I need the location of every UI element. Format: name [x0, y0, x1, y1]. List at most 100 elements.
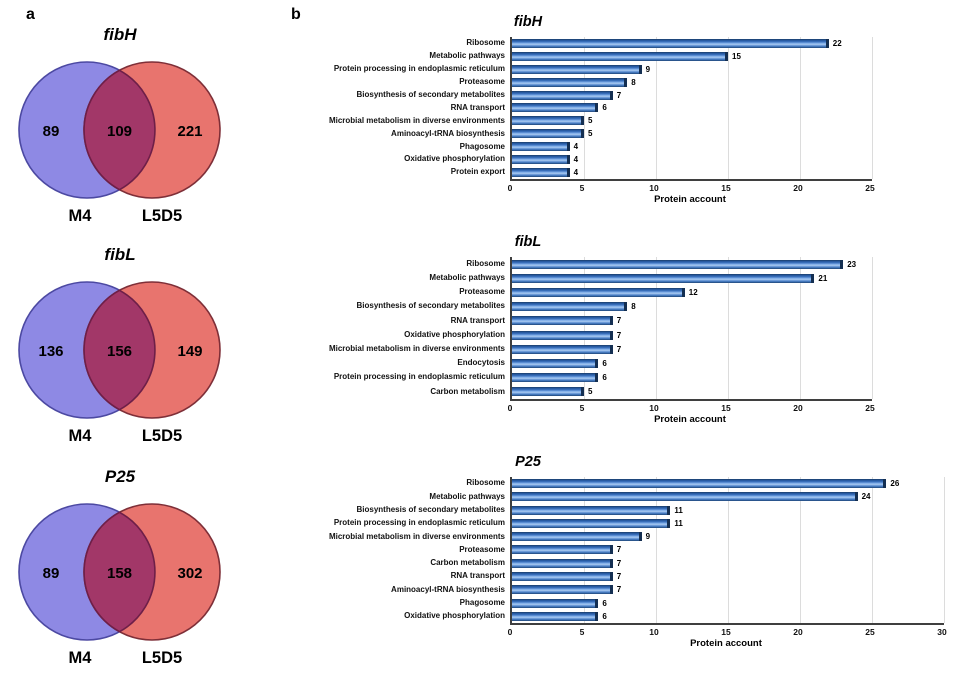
bar-row: 4 [512, 155, 872, 165]
bar [512, 142, 570, 152]
chart-body: Ribosome Metabolic pathways Proteasome Bios… [295, 257, 960, 401]
bar [512, 558, 613, 568]
gridline [655, 477, 657, 623]
value-label: 5 [588, 116, 593, 126]
venn-right-set-label: L5D5 [142, 427, 182, 445]
venn-diagram-fibl: fibL 136 156 149 M4 L5D5 [4, 228, 294, 448]
gridline [944, 477, 945, 623]
x-tick-label: 25 [865, 627, 875, 637]
value-label: 6 [602, 611, 607, 621]
bar [512, 302, 628, 312]
bar-row: 7 [512, 330, 872, 340]
category-label: Ribosome [466, 38, 505, 48]
x-axis-ticks: 0 5 10 15 20 25 [508, 181, 875, 193]
venn-overlap-lens [83, 69, 156, 191]
x-tick-label: 15 [721, 627, 731, 637]
bar [512, 358, 599, 368]
category-label: Oxidative phosphorylation [404, 329, 505, 339]
category-axis: Ribosome Metabolic pathways Biosynthesis o… [295, 477, 510, 623]
x-axis-label: Protein account [654, 414, 726, 425]
bar-row: 7 [512, 90, 872, 100]
bar-row: 12 [512, 287, 872, 297]
bar-chart-panel: fibH Ribosome Metabolic pathways Protein p… [295, 14, 960, 678]
x-tick-label: 5 [579, 403, 585, 413]
category-label: RNA transport [450, 102, 505, 112]
category-label: Oxidative phosphorylation [404, 611, 505, 621]
venn-overlap-count: 156 [107, 343, 132, 360]
bar [512, 505, 671, 515]
bar [512, 316, 613, 326]
bar [512, 287, 685, 297]
bar [512, 532, 642, 542]
bar-row: 11 [512, 518, 944, 528]
bar-chart-fibh: fibH Ribosome Metabolic pathways Protein p… [295, 14, 960, 205]
x-tick-label: 10 [649, 627, 659, 637]
bar-row: 23 [512, 259, 872, 269]
value-label: 21 [818, 273, 828, 283]
bar-row: 26 [512, 479, 944, 489]
bar [512, 116, 584, 126]
bar-row: 9 [512, 532, 944, 542]
venn-title: fibL [104, 245, 135, 264]
bar [512, 344, 613, 354]
chart-body: Ribosome Metabolic pathways Biosynthesis o… [295, 477, 960, 625]
value-label: 5 [588, 129, 593, 139]
bar-row: 6 [512, 358, 872, 368]
venn-svg: fibH 89 109 221 M4 L5D5 [18, 25, 221, 225]
bar [512, 77, 628, 87]
chart-title: fibL [514, 234, 542, 250]
category-label: RNA transport [450, 571, 505, 581]
panel-label-b: b [291, 6, 301, 23]
gridline [800, 257, 801, 399]
category-axis: Ribosome Metabolic pathways Protein proces… [295, 37, 510, 179]
gridline [800, 37, 801, 179]
venn-left-count: 89 [43, 123, 60, 140]
value-label: 7 [616, 558, 622, 568]
plot-area: 23 21 12 8 7 7 7 6 6 5 [510, 257, 873, 401]
bar [512, 598, 599, 608]
plot-area: 26 24 11 11 9 7 7 7 7 6 6 [510, 477, 945, 625]
bar [512, 38, 829, 48]
x-tick-label: 30 [937, 627, 947, 637]
bar-row: 6 [512, 611, 944, 621]
venn-left-set-label: M4 [69, 207, 93, 225]
value-label: 12 [688, 287, 698, 297]
bar [512, 129, 584, 139]
venn-right-set-label: L5D5 [142, 207, 182, 225]
venn-title: P25 [105, 467, 136, 486]
value-label: 26 [890, 479, 900, 489]
x-tick-label: 5 [579, 183, 585, 193]
gridline [728, 257, 729, 399]
category-label: Endocytosis [457, 358, 505, 368]
category-label: Metabolic pathways [429, 273, 505, 283]
bar [512, 155, 570, 165]
venn-right-count: 302 [177, 565, 202, 582]
category-label: Phagosome [459, 597, 505, 607]
value-label: 11 [674, 518, 683, 528]
gridline [584, 257, 585, 399]
bar-row: 4 [512, 142, 872, 152]
x-tick-label: 25 [865, 183, 875, 193]
bar [512, 571, 613, 581]
venn-overlap-lens [83, 289, 156, 411]
category-label: RNA transport [450, 315, 505, 325]
venn-overlap-lens [83, 511, 156, 633]
venn-diagram-p25: P25 89 158 302 M4 L5D5 [4, 450, 294, 670]
value-label: 15 [732, 51, 741, 61]
bar [512, 545, 613, 555]
gridline [728, 37, 729, 179]
venn-right-count: 221 [177, 123, 202, 140]
x-tick-label: 10 [649, 403, 659, 413]
bar-row: 15 [512, 51, 872, 61]
value-label: 6 [602, 103, 607, 113]
venn-left-count: 136 [38, 343, 63, 360]
value-label: 24 [861, 492, 871, 502]
x-tick-label: 0 [507, 627, 513, 637]
value-label: 8 [631, 302, 636, 312]
value-label: 6 [602, 598, 607, 608]
gridline [872, 37, 873, 179]
gridline [656, 37, 657, 179]
value-label: 6 [602, 373, 607, 383]
bar-row: 5 [512, 387, 872, 397]
